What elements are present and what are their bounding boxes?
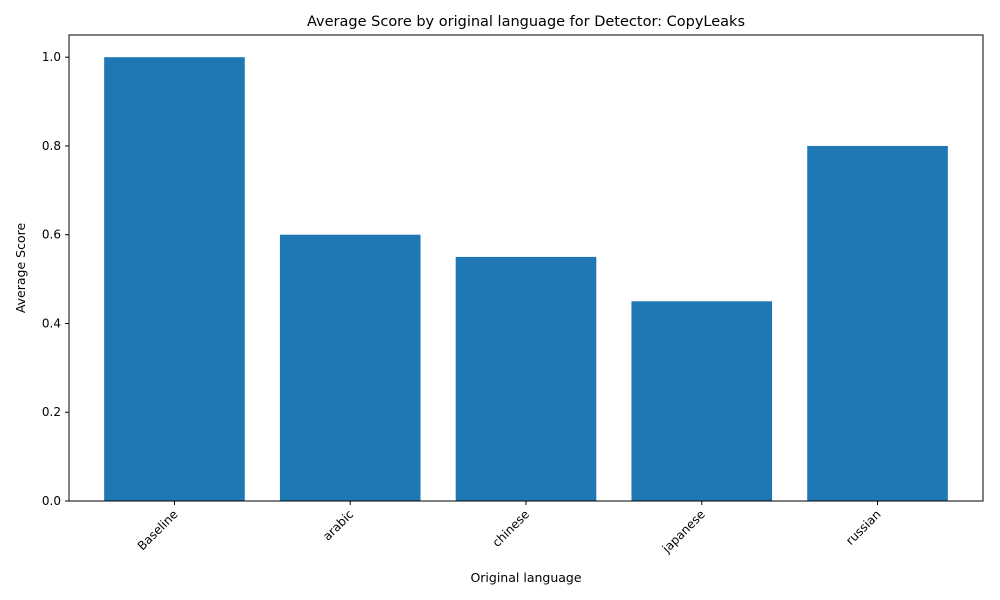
x-axis-label: Original language [470,570,581,585]
x-tick-label: chinese [490,507,533,550]
y-tick-label: 0.4 [42,316,61,330]
bar-japanese [631,301,773,501]
y-tick-label: 0.2 [42,405,61,419]
y-tick-label: 1.0 [42,50,61,64]
x-axis-ticks: Baseline arabic chinese japanese russian [135,501,884,556]
y-axis-label: Average Score [13,223,28,314]
bar-chinese [455,256,597,501]
y-tick-label: 0.6 [42,228,61,242]
y-axis-ticks: 0.0 0.2 0.4 0.6 0.8 1.0 [42,50,69,508]
bar-arabic [279,234,421,501]
x-tick-label: japanese [659,507,708,556]
bar-russian [807,145,948,501]
y-tick-label: 0.0 [42,494,61,508]
x-tick-label: arabic [320,507,356,543]
bars-group [104,57,948,501]
x-tick-label: Baseline [135,507,181,553]
y-tick-label: 0.8 [42,139,61,153]
bar-baseline [104,57,245,501]
chart-title: Average Score by original language for D… [307,14,745,30]
plot-frame [68,34,984,502]
x-tick-label: russian [843,507,884,548]
